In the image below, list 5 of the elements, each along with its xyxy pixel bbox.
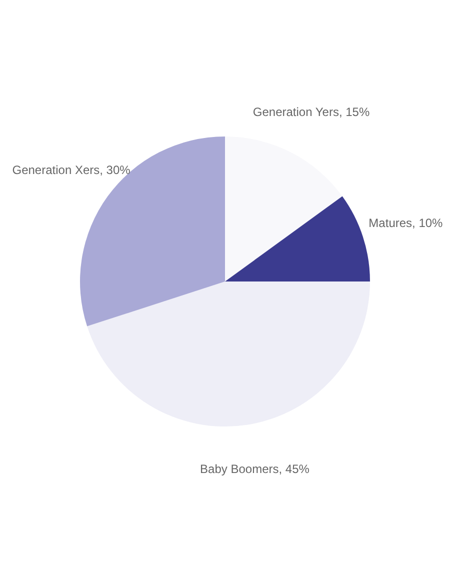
pie-slice [225,196,370,282]
slice-label: Generation Xers, 30% [12,162,131,177]
slice-label: Generation Yers, 15% [252,105,370,120]
slice-label: Baby Boomers, 45% [200,462,310,476]
slice-label: Matures, 10% [368,216,444,230]
